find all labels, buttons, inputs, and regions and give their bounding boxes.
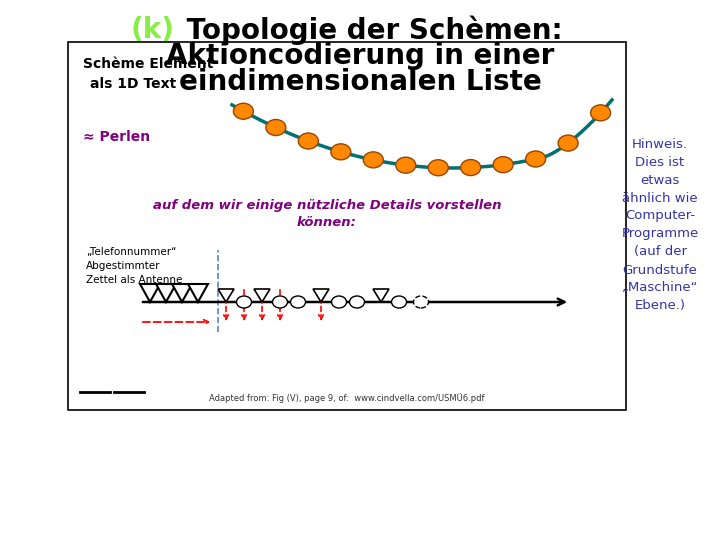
Text: Zettel als Antenne: Zettel als Antenne	[86, 275, 182, 285]
Ellipse shape	[364, 152, 383, 168]
Ellipse shape	[461, 159, 481, 176]
Ellipse shape	[558, 135, 578, 151]
Text: Topologie der Schèmen:: Topologie der Schèmen:	[177, 15, 562, 45]
Text: Hinweis.
Dies ist
etwas
ähnlich wie
Computer-
Programme
(auf der
Grundstufe
„Mas: Hinweis. Dies ist etwas ähnlich wie Comp…	[621, 138, 698, 313]
Ellipse shape	[266, 119, 286, 136]
Ellipse shape	[396, 157, 415, 173]
Text: als 1D Text: als 1D Text	[90, 77, 176, 91]
Text: auf dem wir einige nützliche Details vorstellen: auf dem wir einige nützliche Details vor…	[153, 199, 501, 212]
Ellipse shape	[290, 296, 305, 308]
Text: Adapted from: Fig (V), page 9, of:  www.cindvella.com/USMÜ6.pdf: Adapted from: Fig (V), page 9, of: www.c…	[210, 393, 485, 403]
Ellipse shape	[236, 296, 251, 308]
Ellipse shape	[590, 105, 611, 121]
Text: Abgestimmter: Abgestimmter	[86, 261, 161, 271]
Polygon shape	[156, 284, 176, 302]
Text: „Telefonnummer“: „Telefonnummer“	[86, 247, 176, 257]
Polygon shape	[373, 289, 389, 302]
Ellipse shape	[233, 103, 253, 119]
Text: Aktioncodierung in einer: Aktioncodierung in einer	[166, 42, 554, 70]
Ellipse shape	[526, 151, 546, 167]
Ellipse shape	[392, 296, 407, 308]
Polygon shape	[188, 284, 208, 302]
Ellipse shape	[298, 133, 318, 149]
Text: (k): (k)	[131, 16, 175, 44]
Text: eindimensionalen Liste: eindimensionalen Liste	[179, 68, 541, 96]
FancyBboxPatch shape	[68, 42, 626, 410]
Polygon shape	[172, 284, 192, 302]
Ellipse shape	[272, 296, 287, 308]
Text: Schème Element: Schème Element	[83, 57, 213, 71]
Polygon shape	[140, 284, 160, 302]
Polygon shape	[313, 289, 329, 302]
Ellipse shape	[349, 296, 364, 308]
Ellipse shape	[331, 296, 346, 308]
Text: können:: können:	[297, 217, 357, 230]
Ellipse shape	[493, 157, 513, 173]
Ellipse shape	[330, 144, 351, 160]
Ellipse shape	[428, 160, 449, 176]
Text: ≈ Perlen: ≈ Perlen	[83, 130, 150, 144]
Polygon shape	[254, 289, 270, 302]
Ellipse shape	[413, 296, 428, 308]
Polygon shape	[218, 289, 234, 302]
